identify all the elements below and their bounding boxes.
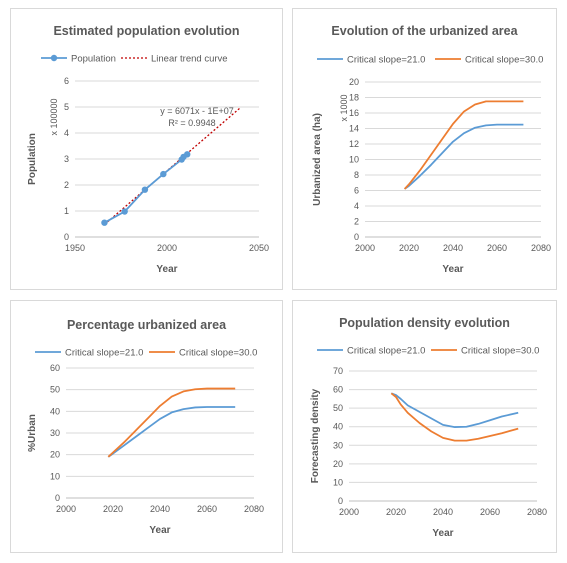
- legend-label: Population: [71, 54, 116, 65]
- series-line-1: [390, 392, 519, 428]
- legend-label: Critical slope=30.0: [461, 346, 539, 357]
- y-tick-label: 50: [50, 385, 60, 395]
- y-tick-label: 10: [333, 477, 343, 487]
- data-point: [121, 208, 128, 215]
- chart-title: Estimated population evolution: [53, 24, 239, 38]
- x-tick-label: 2020: [399, 243, 419, 253]
- y-tick-label: 12: [349, 139, 359, 149]
- chart-title: Percentage urbanized area: [67, 318, 227, 332]
- x-tick-label: 2080: [244, 504, 264, 514]
- x-tick-label: 2060: [480, 507, 500, 517]
- y-tick-label: 2: [354, 217, 359, 227]
- x-tick-label: 2060: [197, 504, 217, 514]
- legend-marker: [50, 54, 58, 62]
- legend-label: Critical slope=30.0: [465, 55, 543, 66]
- trend-equation: y = 6071x - 1E+07: [160, 106, 234, 116]
- x-axis-label: Year: [149, 525, 170, 536]
- x-tick-label: 2000: [339, 507, 359, 517]
- x-axis-label: Year: [156, 264, 177, 275]
- axis-unit-label: x 1000: [339, 94, 349, 121]
- y-tick-label: 4: [64, 128, 69, 138]
- x-tick-label: 2000: [56, 504, 76, 514]
- y-tick-label: 1: [64, 206, 69, 216]
- y-tick-label: 16: [349, 108, 359, 118]
- x-tick-label: 2050: [249, 243, 269, 253]
- x-axis-label: Year: [432, 528, 453, 539]
- x-tick-label: 2080: [527, 507, 547, 517]
- y-tick-label: 14: [349, 124, 359, 134]
- urbanized-area-chart-panel: Evolution of the urbanized area 0 2 4 6 8 10 12…: [292, 8, 557, 290]
- y-tick-label: 10: [349, 155, 359, 165]
- y-tick-label: 30: [50, 428, 60, 438]
- y-tick-label: 10: [50, 471, 60, 481]
- series-line-1: [107, 406, 236, 458]
- y-tick-label: 0: [338, 496, 343, 506]
- series-line-2: [390, 392, 519, 442]
- y-tick-label: 6: [64, 76, 69, 86]
- urbanized-area-chart: Evolution of the urbanized area 0 2 4 6 8 10 12…: [312, 24, 551, 275]
- population-chart: Estimated population evolution 0 1 2 3 4 5 6 195…: [27, 24, 269, 275]
- data-point: [141, 186, 149, 193]
- y-tick-label: 0: [64, 232, 69, 242]
- x-tick-label: 2000: [157, 243, 177, 253]
- series-line-1: [404, 123, 524, 190]
- legend-label: Critical slope=21.0: [347, 55, 425, 66]
- series-line-2: [403, 100, 524, 190]
- percentage-urbanized-chart: Percentage urbanized area 0 10 20 30 40 50 60 20…: [27, 318, 264, 536]
- y-tick-label: 2: [64, 180, 69, 190]
- data-point: [101, 219, 108, 226]
- y-tick-label: 8: [354, 170, 359, 180]
- density-chart: Population density evolution 0 10 20 30 40 50 6…: [310, 316, 547, 539]
- y-tick-label: 70: [333, 366, 343, 376]
- x-tick-label: 1950: [65, 243, 85, 253]
- y-tick-label: 60: [50, 363, 60, 373]
- y-tick-label: 20: [333, 459, 343, 469]
- population-chart-panel: Estimated population evolution 0 1 2 3 4 5 6 195…: [10, 8, 283, 290]
- trend-r2: R² = 0.9948: [168, 118, 215, 128]
- y-axis-label: Forecasting density: [310, 388, 321, 483]
- x-tick-label: 2020: [103, 504, 123, 514]
- x-tick-label: 2020: [386, 507, 406, 517]
- y-tick-label: 0: [55, 493, 60, 503]
- percentage-urbanized-chart-panel: Percentage urbanized area 0 10 20 30 40 50 60 20…: [10, 300, 283, 553]
- data-point: [160, 170, 167, 178]
- y-tick-label: 20: [50, 450, 60, 460]
- y-tick-label: 40: [50, 406, 60, 416]
- y-tick-label: 0: [354, 232, 359, 242]
- x-tick-label: 2040: [150, 504, 170, 514]
- legend-label: Critical slope=21.0: [347, 346, 425, 357]
- y-tick-label: 4: [354, 201, 359, 211]
- y-axis-label: Population: [27, 133, 38, 185]
- y-tick-label: 50: [333, 403, 343, 413]
- legend-label: Critical slope=21.0: [65, 348, 143, 359]
- y-tick-label: 3: [64, 154, 69, 164]
- chart-title: Evolution of the urbanized area: [331, 24, 518, 38]
- density-chart-panel: Population density evolution 0 10 20 30 40 50 6…: [292, 300, 557, 553]
- legend-label: Critical slope=30.0: [179, 348, 257, 359]
- x-tick-label: 2080: [531, 243, 551, 253]
- y-axis-label: Urbanized area (ha): [312, 113, 323, 206]
- legend-label: Linear trend curve: [151, 54, 228, 65]
- axis-unit-label: x 100000: [49, 98, 59, 135]
- y-tick-label: 6: [354, 186, 359, 196]
- y-tick-label: 20: [349, 77, 359, 87]
- y-tick-label: 60: [333, 385, 343, 395]
- x-tick-label: 2040: [443, 243, 463, 253]
- y-tick-label: 5: [64, 102, 69, 112]
- x-tick-label: 2060: [487, 243, 507, 253]
- x-tick-label: 2000: [355, 243, 375, 253]
- y-tick-label: 18: [349, 93, 359, 103]
- chart-title: Population density evolution: [339, 316, 510, 330]
- y-axis-label: %Urban: [27, 414, 38, 452]
- data-point: [184, 151, 191, 158]
- series-line-2: [107, 387, 236, 458]
- y-tick-label: 30: [333, 440, 343, 450]
- x-axis-label: Year: [442, 264, 463, 275]
- x-tick-label: 2040: [433, 507, 453, 517]
- y-tick-label: 40: [333, 422, 343, 432]
